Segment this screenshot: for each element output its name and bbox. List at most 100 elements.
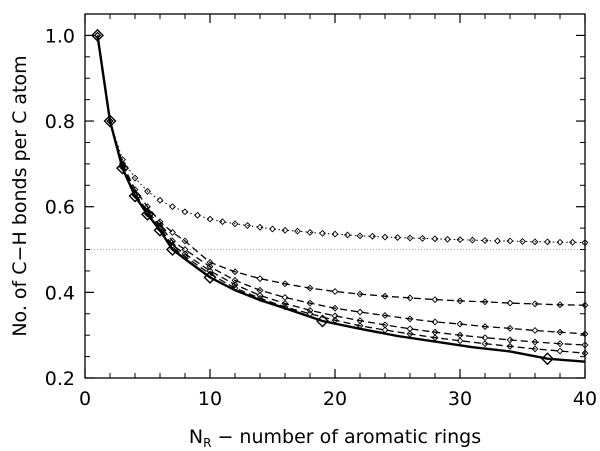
series-4-marker — [231, 276, 239, 284]
series-2-marker — [431, 235, 439, 243]
y-tick-label: 0.8 — [45, 111, 75, 133]
series-4-marker — [206, 263, 214, 271]
series-3-marker — [381, 292, 389, 300]
series-1-marker — [116, 161, 129, 175]
series-2-marker — [494, 237, 501, 245]
series-2-marker — [556, 238, 564, 246]
series-6-marker — [406, 330, 414, 338]
series-4-marker — [169, 237, 176, 245]
x-tick-label: 20 — [323, 388, 347, 410]
series-2-marker — [219, 218, 226, 226]
series-6-marker — [381, 326, 389, 334]
series-2-marker — [444, 235, 451, 243]
series-3-marker — [306, 284, 314, 292]
series-line-6 — [96, 35, 586, 354]
x-tick-label: 10 — [198, 388, 222, 410]
series-2-marker — [194, 211, 201, 219]
series-5-marker — [331, 312, 339, 320]
series-6-marker — [281, 303, 289, 311]
series-3-marker — [169, 228, 176, 236]
series-5-marker — [306, 306, 314, 314]
series-2-marker — [244, 222, 251, 229]
series-3-marker — [356, 290, 364, 298]
series-6-marker — [106, 117, 114, 125]
y-tick-label: 0.2 — [45, 368, 75, 390]
series-6-marker — [331, 316, 339, 324]
series-6-marker — [144, 210, 151, 218]
series-6-marker — [131, 191, 139, 199]
series-4-marker — [381, 312, 389, 319]
series-3-marker — [406, 294, 414, 302]
series-1-marker — [316, 314, 329, 328]
series-2-marker — [331, 230, 339, 238]
series-5-marker — [156, 224, 164, 232]
series-5-marker — [531, 338, 539, 346]
series-layer — [96, 35, 586, 363]
series-2-marker — [481, 237, 489, 244]
series-line-3 — [96, 35, 586, 306]
series-1-marker — [203, 270, 217, 284]
series-5-marker — [281, 300, 289, 307]
series-5-marker — [506, 336, 514, 344]
series-2-marker — [119, 156, 126, 164]
series-3-marker — [231, 268, 239, 276]
x-axis-label-main: N — [189, 426, 203, 448]
series-5-marker — [181, 250, 189, 258]
series-6-marker — [506, 342, 514, 350]
series-4-marker — [306, 299, 314, 307]
series-line-4 — [96, 35, 586, 335]
series-5-marker — [144, 209, 151, 217]
series-3-marker — [156, 218, 164, 226]
series-2-marker — [519, 237, 526, 245]
series-1-marker — [103, 114, 117, 128]
series-3-marker — [256, 275, 264, 283]
series-6-marker — [169, 243, 176, 251]
y-tick-label: 1.0 — [45, 25, 75, 47]
series-2-marker — [369, 232, 376, 240]
x-axis-label-subscript: R — [203, 436, 211, 450]
series-2-marker — [569, 238, 576, 246]
series-3-marker — [506, 299, 514, 307]
series-4-marker — [481, 323, 489, 331]
series-1-marker — [141, 207, 154, 221]
series-4-marker — [181, 246, 189, 253]
series-1-marker — [541, 352, 554, 366]
series-2-marker — [131, 174, 139, 182]
series-2-marker — [344, 231, 351, 239]
series-4-marker — [356, 308, 364, 316]
series-5-marker — [131, 190, 139, 198]
series-5-marker — [119, 162, 126, 170]
series-6-marker — [94, 31, 101, 39]
series-4-marker — [506, 324, 514, 332]
series-3-marker — [206, 258, 214, 266]
series-4-marker — [556, 328, 564, 336]
series-4-marker — [144, 207, 151, 215]
x-axis-label-rest: − number of aromatic rings — [211, 426, 481, 448]
series-2-marker — [381, 233, 389, 241]
series-2-marker — [394, 234, 401, 241]
series-6-marker — [481, 340, 489, 348]
y-axis-label: No. of C−H bonds per C atom — [9, 55, 31, 336]
series-4-marker — [531, 327, 539, 334]
series-5-marker — [256, 291, 264, 299]
series-4-marker — [431, 318, 439, 326]
series-2-marker — [356, 232, 364, 240]
series-2-marker — [531, 238, 539, 246]
series-2-marker — [269, 225, 276, 233]
x-axis-label: NR − number of aromatic rings — [189, 426, 481, 450]
y-tick-label: 0.6 — [45, 197, 75, 219]
series-3-marker — [456, 297, 464, 305]
series-6-marker — [156, 225, 164, 233]
series-2-marker — [231, 220, 239, 228]
series-4-marker — [456, 320, 464, 328]
series-5-marker — [231, 281, 239, 289]
series-2-marker — [306, 228, 314, 236]
series-2-marker — [469, 236, 476, 244]
series-6-marker — [356, 322, 364, 330]
tick-layer: 0 10 20 30 40 0.2 0.4 0.6 0.8 1.0 — [45, 14, 597, 410]
series-2-marker — [544, 238, 551, 246]
x-tick-label: 30 — [448, 388, 472, 410]
series-2-marker — [169, 203, 176, 211]
series-6-marker — [231, 284, 239, 292]
series-2-marker — [206, 215, 214, 223]
